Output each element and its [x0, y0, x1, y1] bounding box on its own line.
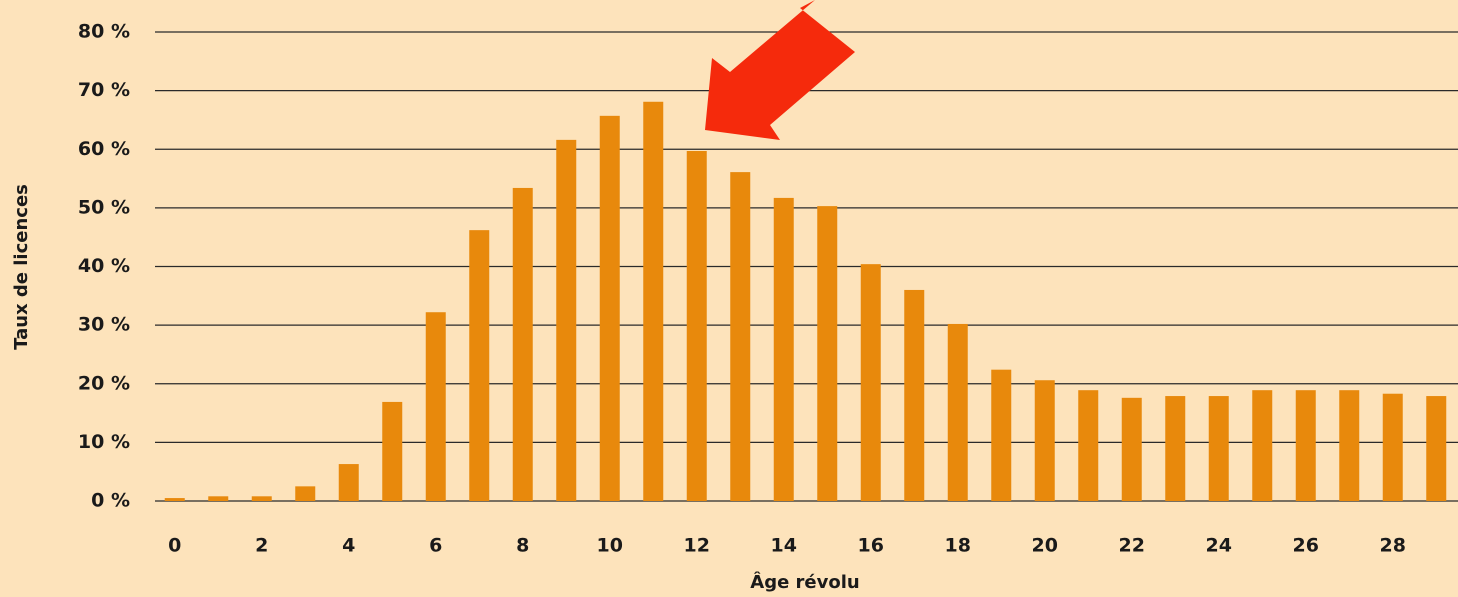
x-tick-label: 12 [684, 535, 710, 557]
bar [643, 101, 664, 502]
x-tick-label: 20 [1032, 535, 1058, 557]
x-tick-label: 28 [1380, 535, 1406, 557]
x-axis-title: Âge révolu [750, 571, 859, 593]
bar [991, 369, 1012, 501]
bar [947, 323, 968, 501]
x-tick-label: 8 [516, 535, 529, 557]
bar [556, 139, 577, 501]
y-tick-label: 10 % [78, 431, 130, 453]
y-tick-label: 20 % [78, 372, 130, 394]
bar [295, 486, 316, 501]
y-axis-title: Taux de licences [11, 184, 32, 350]
bar [773, 197, 794, 501]
x-tick-label: 24 [1206, 535, 1232, 557]
bar [338, 464, 359, 501]
bar [1339, 390, 1360, 501]
bar [1295, 390, 1316, 501]
bar [469, 230, 490, 501]
bar [1078, 390, 1099, 501]
bar [904, 289, 925, 501]
x-tick-label: 4 [342, 535, 355, 557]
bar [512, 187, 533, 501]
x-tick-label: 22 [1119, 535, 1145, 557]
y-tick-label: 40 % [78, 255, 130, 277]
y-tick-label: 60 % [78, 138, 130, 160]
bar [686, 151, 707, 502]
x-tick-label: 2 [255, 535, 268, 557]
bar [1252, 390, 1273, 501]
bar [1121, 397, 1142, 501]
y-tick-label: 70 % [78, 79, 130, 101]
y-tick-label: 80 % [78, 21, 130, 43]
bar [1208, 396, 1229, 501]
x-tick-label: 26 [1293, 535, 1319, 557]
bars [164, 101, 1447, 502]
bar [208, 496, 229, 501]
x-tick-label: 10 [597, 535, 623, 557]
y-tick-label: 30 % [78, 314, 130, 336]
bar [1165, 396, 1186, 501]
bar [1426, 396, 1447, 501]
bar [817, 206, 838, 501]
bar [425, 312, 446, 501]
x-tick-label: 6 [429, 535, 442, 557]
bar [1382, 393, 1403, 501]
y-tick-label: 50 % [78, 196, 130, 218]
annotation-arrow [705, 0, 855, 140]
bar [382, 401, 403, 501]
x-tick-label: 18 [945, 535, 971, 557]
bar [251, 496, 272, 501]
x-tick-label: 0 [168, 535, 181, 557]
y-tick-label: 0 % [91, 490, 130, 512]
x-tick-label: 14 [771, 535, 797, 557]
bar [860, 264, 881, 501]
bar [599, 115, 620, 502]
bar [1034, 380, 1055, 501]
bar [730, 172, 751, 501]
bar [164, 498, 185, 501]
x-tick-label: 16 [858, 535, 884, 557]
